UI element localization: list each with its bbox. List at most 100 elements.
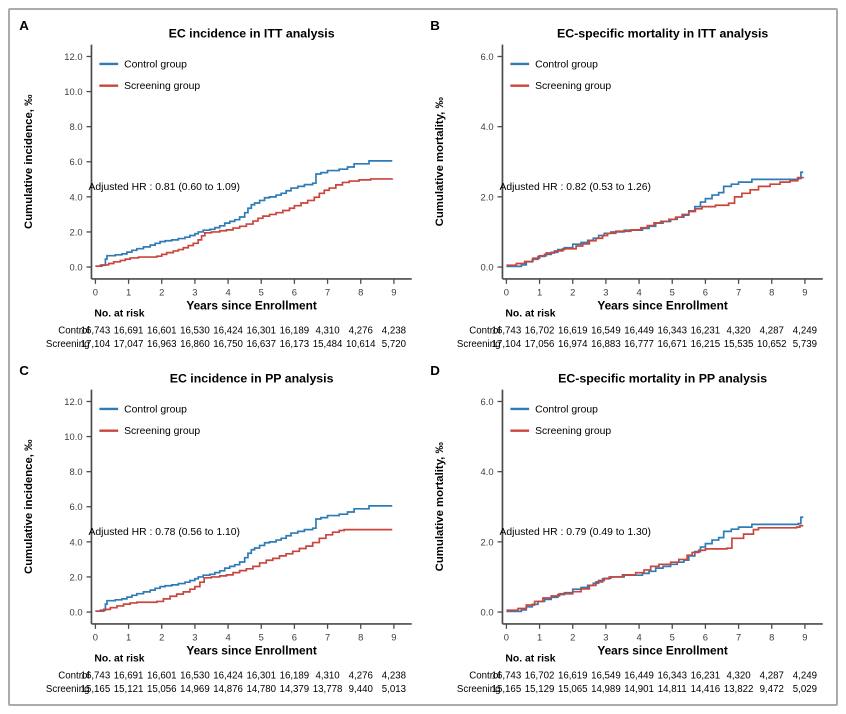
risk-table-header: No. at risk <box>505 653 555 664</box>
risk-row-label: Screening <box>46 339 90 350</box>
x-tick-label: 0 <box>93 287 98 298</box>
chart-title: EC incidence in PP analysis <box>170 372 334 386</box>
risk-value: 16,743 <box>492 325 522 336</box>
km-curve-screening <box>506 176 805 267</box>
legend-label: Screening group <box>124 426 200 437</box>
risk-value: 4,310 <box>315 325 339 336</box>
risk-value: 16,883 <box>591 339 621 350</box>
risk-value: 10,614 <box>346 339 376 350</box>
risk-value: 16,743 <box>81 325 111 336</box>
x-axis-title: Years since Enrollment <box>597 644 728 658</box>
risk-value: 4,238 <box>382 325 406 336</box>
y-tick-label: 6.0 <box>70 156 83 167</box>
risk-value: 16,777 <box>624 339 654 350</box>
km-curve-screening <box>506 524 804 612</box>
x-tick-label: 1 <box>537 287 542 298</box>
y-tick-label: 4.0 <box>70 191 83 202</box>
x-tick-label: 4 <box>225 287 230 298</box>
x-axis-title: Years since Enrollment <box>186 299 317 313</box>
panel-letter: D <box>430 363 440 378</box>
risk-value: 16,231 <box>691 670 721 681</box>
x-tick-label: 8 <box>358 632 363 643</box>
y-tick-label: 2.0 <box>481 191 494 202</box>
x-tick-label: 5 <box>670 287 675 298</box>
risk-value: 16,301 <box>246 670 276 681</box>
x-tick-label: 0 <box>504 632 509 643</box>
risk-value: 14,969 <box>180 684 210 695</box>
risk-value: 16,619 <box>558 670 588 681</box>
x-axis-title: Years since Enrollment <box>597 299 728 313</box>
x-tick-label: 7 <box>736 287 741 298</box>
x-tick-label: 3 <box>603 632 608 643</box>
km-curve-screening <box>95 528 393 612</box>
risk-value: 16,424 <box>213 670 243 681</box>
risk-value: 16,702 <box>525 325 555 336</box>
legend-label: Control group <box>124 404 187 415</box>
x-tick-label: 7 <box>325 632 330 643</box>
risk-row-label: Screening <box>457 684 501 695</box>
risk-value: 16,619 <box>558 325 588 336</box>
x-tick-label: 7 <box>325 287 330 298</box>
chart-title: EC-specific mortality in PP analysis <box>558 372 767 386</box>
km-curve-control <box>95 160 393 267</box>
risk-value: 17,047 <box>114 339 144 350</box>
x-tick-label: 4 <box>636 287 641 298</box>
risk-value: 4,238 <box>382 670 406 681</box>
y-tick-label: 4.0 <box>481 121 494 132</box>
x-tick-label: 4 <box>636 632 641 643</box>
risk-value: 16,449 <box>624 325 654 336</box>
x-tick-label: 5 <box>259 287 264 298</box>
risk-value: 14,901 <box>624 684 654 695</box>
y-tick-label: 8.0 <box>70 466 83 477</box>
x-tick-label: 9 <box>802 287 807 298</box>
risk-value: 15,535 <box>724 339 754 350</box>
risk-value: 13,822 <box>724 684 754 695</box>
risk-value: 16,601 <box>147 670 177 681</box>
panel-A-chart: A EC incidence in ITT analysis 0.0 2.0 4.0 6.… <box>19 18 412 350</box>
x-tick-label: 1 <box>126 632 131 643</box>
risk-value: 16,637 <box>246 339 276 350</box>
x-tick-label: 8 <box>769 287 774 298</box>
km-curve-screening <box>95 178 394 267</box>
x-tick-label: 8 <box>769 632 774 643</box>
y-tick-label: 12.0 <box>64 51 82 62</box>
legend-label: Screening group <box>535 426 611 437</box>
x-tick-label: 0 <box>93 632 98 643</box>
x-tick-label: 2 <box>159 632 164 643</box>
risk-value: 5,013 <box>382 684 406 695</box>
risk-value: 16,750 <box>213 339 243 350</box>
risk-value: 16,743 <box>492 670 522 681</box>
y-tick-label: 12.0 <box>64 396 82 407</box>
risk-value: 5,720 <box>382 339 406 350</box>
x-tick-label: 9 <box>391 287 396 298</box>
x-tick-label: 9 <box>391 632 396 643</box>
risk-value: 16,963 <box>147 339 177 350</box>
risk-value: 15,165 <box>81 684 111 695</box>
risk-row-label: Control <box>58 325 89 336</box>
risk-value: 4,249 <box>793 670 817 681</box>
x-axis-title: Years since Enrollment <box>186 644 317 658</box>
risk-value: 16,449 <box>624 670 654 681</box>
risk-value: 15,484 <box>313 339 343 350</box>
risk-value: 9,472 <box>760 684 784 695</box>
risk-row-label: Control <box>58 670 89 681</box>
risk-value: 4,249 <box>793 325 817 336</box>
y-axis-title: Cumulative mortality, ‰ <box>434 97 446 227</box>
y-tick-label: 0.0 <box>481 262 494 273</box>
risk-value: 4,276 <box>349 325 373 336</box>
x-tick-label: 1 <box>537 632 542 643</box>
x-tick-label: 5 <box>259 632 264 643</box>
legend-label: Control group <box>535 404 598 415</box>
risk-value: 16,601 <box>147 325 177 336</box>
risk-value: 16,743 <box>81 670 111 681</box>
risk-value: 14,379 <box>280 684 310 695</box>
panel-C-chart: C EC incidence in PP analysis 0.0 2.0 4.0 6.0… <box>19 363 412 695</box>
x-tick-label: 1 <box>126 287 131 298</box>
panel-B: B EC-specific mortality in ITT analysis 0.… <box>423 12 834 357</box>
x-tick-label: 2 <box>570 632 575 643</box>
risk-value: 14,780 <box>246 684 276 695</box>
panel-B-chart: B EC-specific mortality in ITT analysis 0.… <box>430 18 823 350</box>
hr-annotation: Adjusted HR : 0.78 (0.56 to 1.10) <box>88 527 239 538</box>
x-tick-label: 6 <box>703 632 708 643</box>
